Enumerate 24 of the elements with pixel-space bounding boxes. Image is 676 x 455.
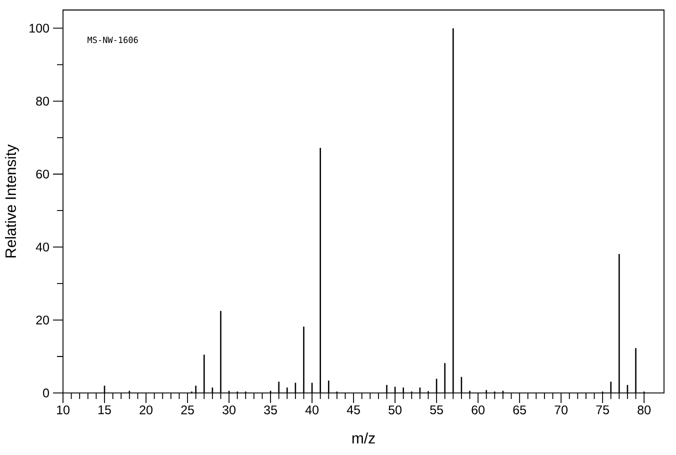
annotation: MS-NW-1606	[88, 36, 138, 44]
x-tick-label: 10	[57, 406, 70, 414]
x-tick-label: 75	[596, 406, 609, 414]
x-tick-label: 60	[472, 406, 485, 414]
x-tick-label: 35	[264, 406, 277, 414]
x-tick-label: 40	[305, 406, 319, 414]
x-tick-label: 65	[513, 406, 526, 414]
y-tick-label: 40	[36, 242, 50, 252]
x-tick-label: 30	[222, 406, 236, 414]
x-tick-label: 15	[98, 406, 111, 414]
x-tick-label: 80	[638, 406, 651, 414]
x-tick-label: 20	[140, 406, 152, 414]
x-axis-title: m/z	[352, 432, 375, 444]
y-tick-label: 80	[36, 96, 50, 106]
y-tick-label: 0	[43, 388, 50, 398]
y-axis-title: Relative Intensity	[4, 144, 19, 258]
x-tick-label: 70	[554, 406, 568, 414]
x-tick-label: 25	[181, 406, 194, 414]
x-tick-label: 45	[346, 406, 360, 414]
x-tick-label: 50	[388, 406, 402, 414]
y-tick-label: 20	[36, 316, 50, 324]
x-tick-label: 55	[430, 406, 443, 414]
y-tick-label: 60	[36, 170, 50, 179]
y-tick-label: 100	[30, 24, 49, 33]
